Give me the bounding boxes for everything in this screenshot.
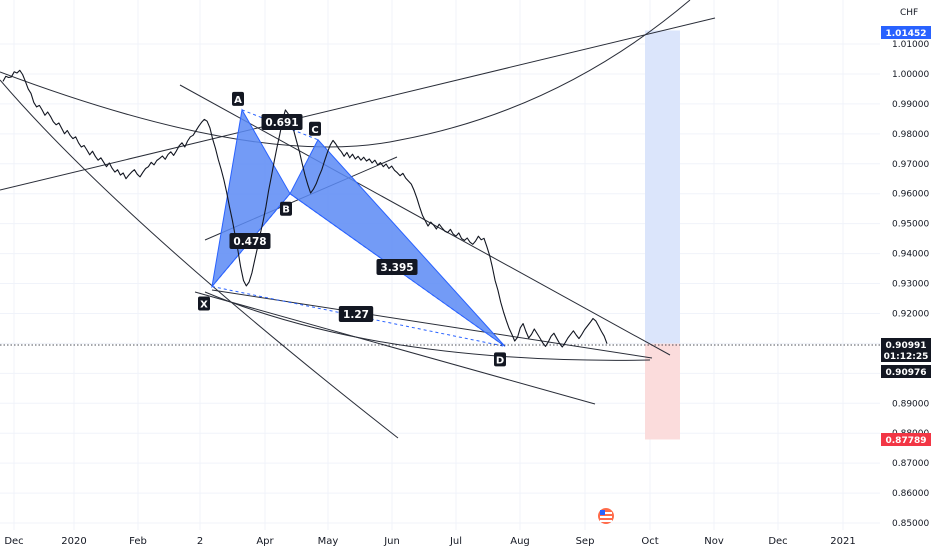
- y-tick-label: 0.86000: [892, 489, 929, 499]
- ratio-labels: 0.691 0.478 3.395 1.27: [229, 114, 418, 322]
- point-label-box: [309, 121, 321, 136]
- line-steep-down: [0, 79, 399, 439]
- arc-bottom: [204, 291, 651, 361]
- dash-xd: [211, 286, 506, 347]
- ratio-label-box: [338, 306, 374, 322]
- target-zone: [645, 30, 680, 344]
- price-tag-box: [881, 433, 931, 446]
- y-tick-label: 0.94000: [892, 250, 929, 260]
- arc-upper: [0, 0, 691, 148]
- pattern-bcd: [289, 138, 506, 347]
- y-tick-label: 0.95000: [892, 220, 929, 230]
- ratio-label-box: [376, 259, 418, 275]
- dash-bd: [289, 193, 506, 347]
- point-label-d: D: [496, 355, 504, 366]
- ratio-label: 1.27: [343, 309, 369, 321]
- point-label-box: [198, 296, 210, 311]
- ratio-label-box: [229, 233, 271, 249]
- x-tick-label: Nov: [704, 536, 724, 547]
- ratio-label: 0.478: [233, 236, 266, 248]
- x-tick-label: Dec: [768, 536, 787, 547]
- price-tag-box: [881, 338, 931, 351]
- line-lower-channel: [194, 291, 596, 405]
- price-tag-box: [881, 26, 931, 39]
- line-upper-channel: [0, 17, 716, 191]
- point-label-a: A: [234, 95, 242, 106]
- point-label-c: C: [311, 125, 318, 136]
- position-zones: [645, 30, 680, 440]
- y-tick-label: 0.98000: [892, 130, 929, 140]
- x-tick-label: Sep: [576, 536, 595, 547]
- price-tag-label: 0.90976: [886, 368, 927, 378]
- x-tick-label: 2021: [830, 536, 855, 547]
- price-series: [2, 69, 608, 348]
- ratio-label: 0.691: [265, 117, 298, 129]
- price-axis[interactable]: CHF 0.850000.860000.870000.880000.890000…: [892, 8, 929, 529]
- pattern-point-labels: X A B C D: [198, 91, 506, 367]
- dash-ac: [241, 109, 319, 141]
- x-tick-label: 2: [197, 536, 203, 547]
- point-label-box: [280, 201, 292, 216]
- y-tick-label: 0.85000: [892, 519, 929, 529]
- y-tick-label: 0.97000: [892, 160, 929, 170]
- x-tick-label: Oct: [641, 536, 658, 547]
- currency-label[interactable]: CHF: [900, 8, 918, 18]
- y-tick-label: 0.92000: [892, 309, 929, 319]
- price-tag-label: 01:12:25: [884, 352, 929, 362]
- y-tick-label: 0.87000: [892, 459, 929, 469]
- price-tag-label: 0.87789: [886, 436, 927, 446]
- x-tick-label: Feb: [129, 536, 147, 547]
- y-tick-label: 1.01000: [892, 40, 929, 50]
- stop-zone: [645, 343, 680, 440]
- x-tick-label: Dec: [4, 536, 23, 547]
- y-tick-label: 0.89000: [892, 399, 929, 409]
- x-tick-label: Jun: [383, 536, 400, 547]
- x-tick-label: Jul: [449, 536, 462, 547]
- price-tag-box: [881, 349, 931, 362]
- y-tick-label: 1.00000: [892, 70, 929, 80]
- price-tag-label: 0.90991: [886, 341, 927, 351]
- x-tick-label: Apr: [256, 536, 274, 547]
- point-label-box: [232, 91, 244, 106]
- point-label-b: B: [282, 205, 290, 216]
- price-line: [2, 69, 608, 348]
- y-tick-label: 0.96000: [892, 190, 929, 200]
- ratio-label: 3.395: [380, 262, 413, 274]
- x-tick-label: Aug: [510, 536, 530, 547]
- x-tick-label: 2020: [61, 536, 86, 547]
- y-tick-label: 0.99000: [892, 100, 929, 110]
- flag-icon[interactable]: [598, 508, 614, 524]
- x-tick-label: May: [318, 536, 339, 547]
- point-label-box: [494, 352, 506, 367]
- point-label-x: X: [200, 299, 208, 310]
- price-tag-box: [881, 365, 931, 378]
- grid: [0, 0, 880, 530]
- ratio-label-box: [261, 114, 303, 130]
- price-tag-label: 1.01452: [886, 29, 927, 39]
- time-axis[interactable]: Dec 2020 Feb 2 Apr May Jun Jul Aug Sep Oct Nov Dec 20…: [4, 536, 855, 547]
- y-tick-label: 0.93000: [892, 280, 929, 290]
